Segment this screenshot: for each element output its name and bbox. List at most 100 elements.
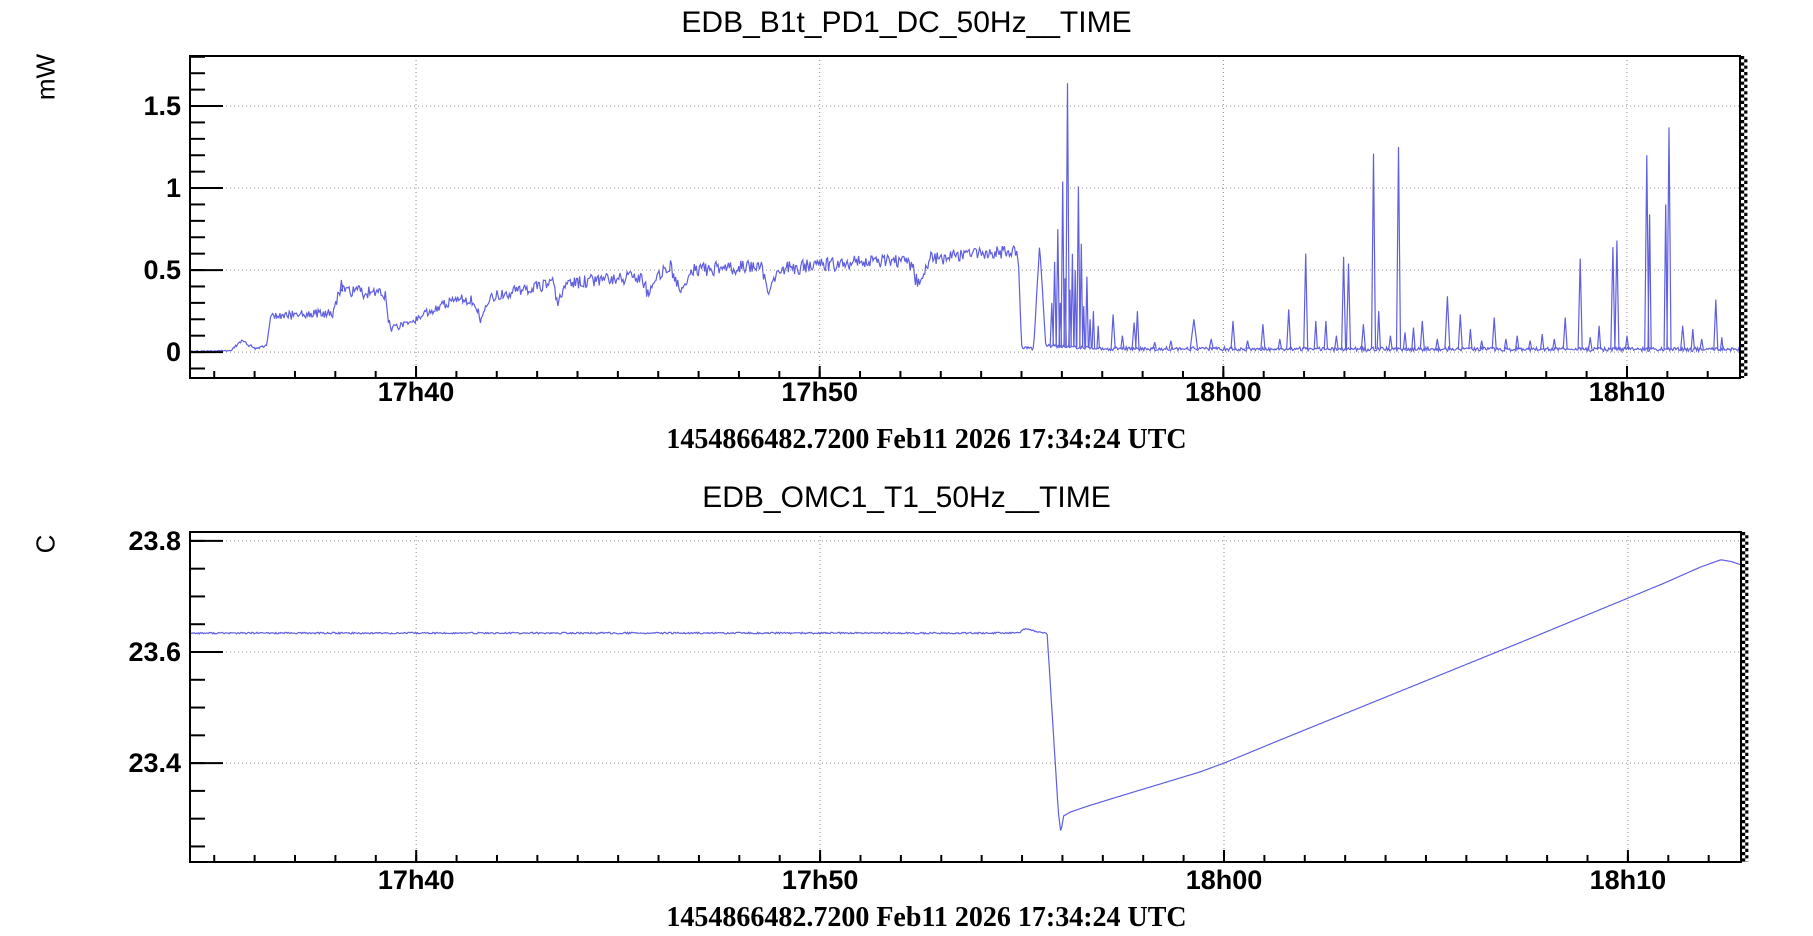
axis-ticks xyxy=(190,539,1710,862)
spike xyxy=(1052,261,1057,347)
spike xyxy=(1277,338,1283,350)
spike xyxy=(1073,270,1077,348)
spike xyxy=(1435,338,1440,350)
spike xyxy=(1345,263,1352,350)
spike xyxy=(1690,329,1695,350)
spike xyxy=(1468,329,1473,350)
series-EDB_OMC1_T1_50Hz xyxy=(190,559,1742,831)
spike xyxy=(1614,240,1620,350)
spike xyxy=(1540,333,1545,350)
spike xyxy=(1503,338,1509,350)
gps-timestamp-pd1: 1454866482.7200 Feb11 2026 17:34:24 UTC xyxy=(666,424,1187,455)
spike xyxy=(1120,335,1125,349)
spike xyxy=(1135,311,1140,349)
spike xyxy=(1647,214,1652,350)
spike xyxy=(1245,340,1250,350)
spike xyxy=(1096,325,1100,349)
gps-timestamp-omc1: 1454866482.7200 Feb11 2026 17:34:24 UTC xyxy=(666,902,1187,933)
spike xyxy=(1189,319,1199,349)
spike xyxy=(1334,335,1339,350)
spike xyxy=(1370,153,1377,350)
gridlines xyxy=(190,532,1741,862)
spike xyxy=(1457,314,1463,350)
spike xyxy=(1624,335,1630,350)
spike xyxy=(1419,320,1425,350)
spike xyxy=(1515,335,1520,350)
series-line xyxy=(189,244,1741,354)
x-tick-label: 17h40 xyxy=(378,865,455,895)
spike xyxy=(1230,320,1236,349)
x-tick-label: 18h00 xyxy=(1186,865,1263,895)
spike xyxy=(1079,243,1084,348)
y-tick-label: 23.6 xyxy=(128,637,181,667)
spike xyxy=(1479,340,1484,350)
series-EDB_B1t_PD1_DC_50Hz xyxy=(189,83,1741,354)
spike xyxy=(1088,319,1092,349)
spike xyxy=(1588,337,1593,350)
spike xyxy=(1491,317,1497,350)
spike xyxy=(1168,340,1174,350)
spike xyxy=(1527,340,1533,350)
plot-frame xyxy=(189,55,1741,379)
x-tick-label: 18h00 xyxy=(1185,377,1262,407)
frame-right-checker xyxy=(1740,56,1748,378)
spike xyxy=(1131,322,1137,349)
gridlines xyxy=(190,56,1740,378)
spike xyxy=(1720,337,1724,350)
spike xyxy=(1152,342,1157,350)
spike xyxy=(1562,317,1568,350)
spike xyxy=(1444,296,1451,350)
spike xyxy=(1644,155,1650,350)
axis-ticks xyxy=(190,55,1709,378)
spike xyxy=(1402,332,1408,350)
y-tick-label: 1.5 xyxy=(143,91,181,121)
y-tick-label: 23.4 xyxy=(128,748,181,778)
frame-right-checker xyxy=(1741,532,1749,862)
x-tick-label: 17h40 xyxy=(378,377,455,407)
spike xyxy=(1666,127,1672,350)
chart-pd1-dc-timeseries: 17h40 17h50 18h00 18h10 0 0.5 1 1.5 xyxy=(143,55,1748,407)
spike xyxy=(1552,338,1557,350)
x-tick-label: 17h50 xyxy=(781,377,858,407)
y-tick-label: 0 xyxy=(166,337,181,367)
spike xyxy=(1360,324,1366,350)
spike xyxy=(1411,327,1416,350)
spike xyxy=(1110,314,1116,349)
series-line xyxy=(190,559,1742,831)
y-tick-label: 23.8 xyxy=(128,526,181,556)
plot-title-omc1: EDB_OMC1_T1_50Hz__TIME xyxy=(702,481,1111,514)
spike xyxy=(1303,253,1309,350)
spike xyxy=(1713,299,1719,350)
spike xyxy=(1260,324,1266,350)
spike xyxy=(1596,325,1602,350)
spike xyxy=(1286,309,1292,350)
plot-title-pd1: EDB_B1t_PD1_DC_50Hz__TIME xyxy=(681,6,1132,39)
spike xyxy=(1323,320,1329,350)
spike xyxy=(1208,338,1214,350)
spike xyxy=(1395,146,1402,350)
x-tick-label: 17h50 xyxy=(782,865,859,895)
spike xyxy=(1577,258,1583,350)
spike xyxy=(1060,181,1065,347)
spike xyxy=(1084,276,1089,348)
spike xyxy=(1680,325,1686,350)
spike xyxy=(1388,335,1393,350)
y-tick-label: 1 xyxy=(166,173,181,203)
spike xyxy=(1091,311,1096,349)
spike xyxy=(1341,256,1347,350)
axis-tick-labels: 17h40 17h50 18h00 18h10 0 0.5 1 1.5 xyxy=(143,91,1665,407)
spike xyxy=(339,279,344,292)
spike xyxy=(1699,338,1704,350)
spike xyxy=(1313,320,1318,350)
y-tick-label: 0.5 xyxy=(143,255,181,285)
x-tick-label: 18h10 xyxy=(1590,865,1667,895)
plot-frame xyxy=(189,531,1742,863)
axis-tick-labels: 17h40 17h50 18h00 18h10 23.4 23.6 23.8 xyxy=(128,526,1666,895)
spike xyxy=(1076,186,1081,348)
spike xyxy=(1055,229,1061,347)
spike xyxy=(1610,247,1616,350)
spike xyxy=(1065,83,1070,347)
spike xyxy=(1081,306,1086,348)
